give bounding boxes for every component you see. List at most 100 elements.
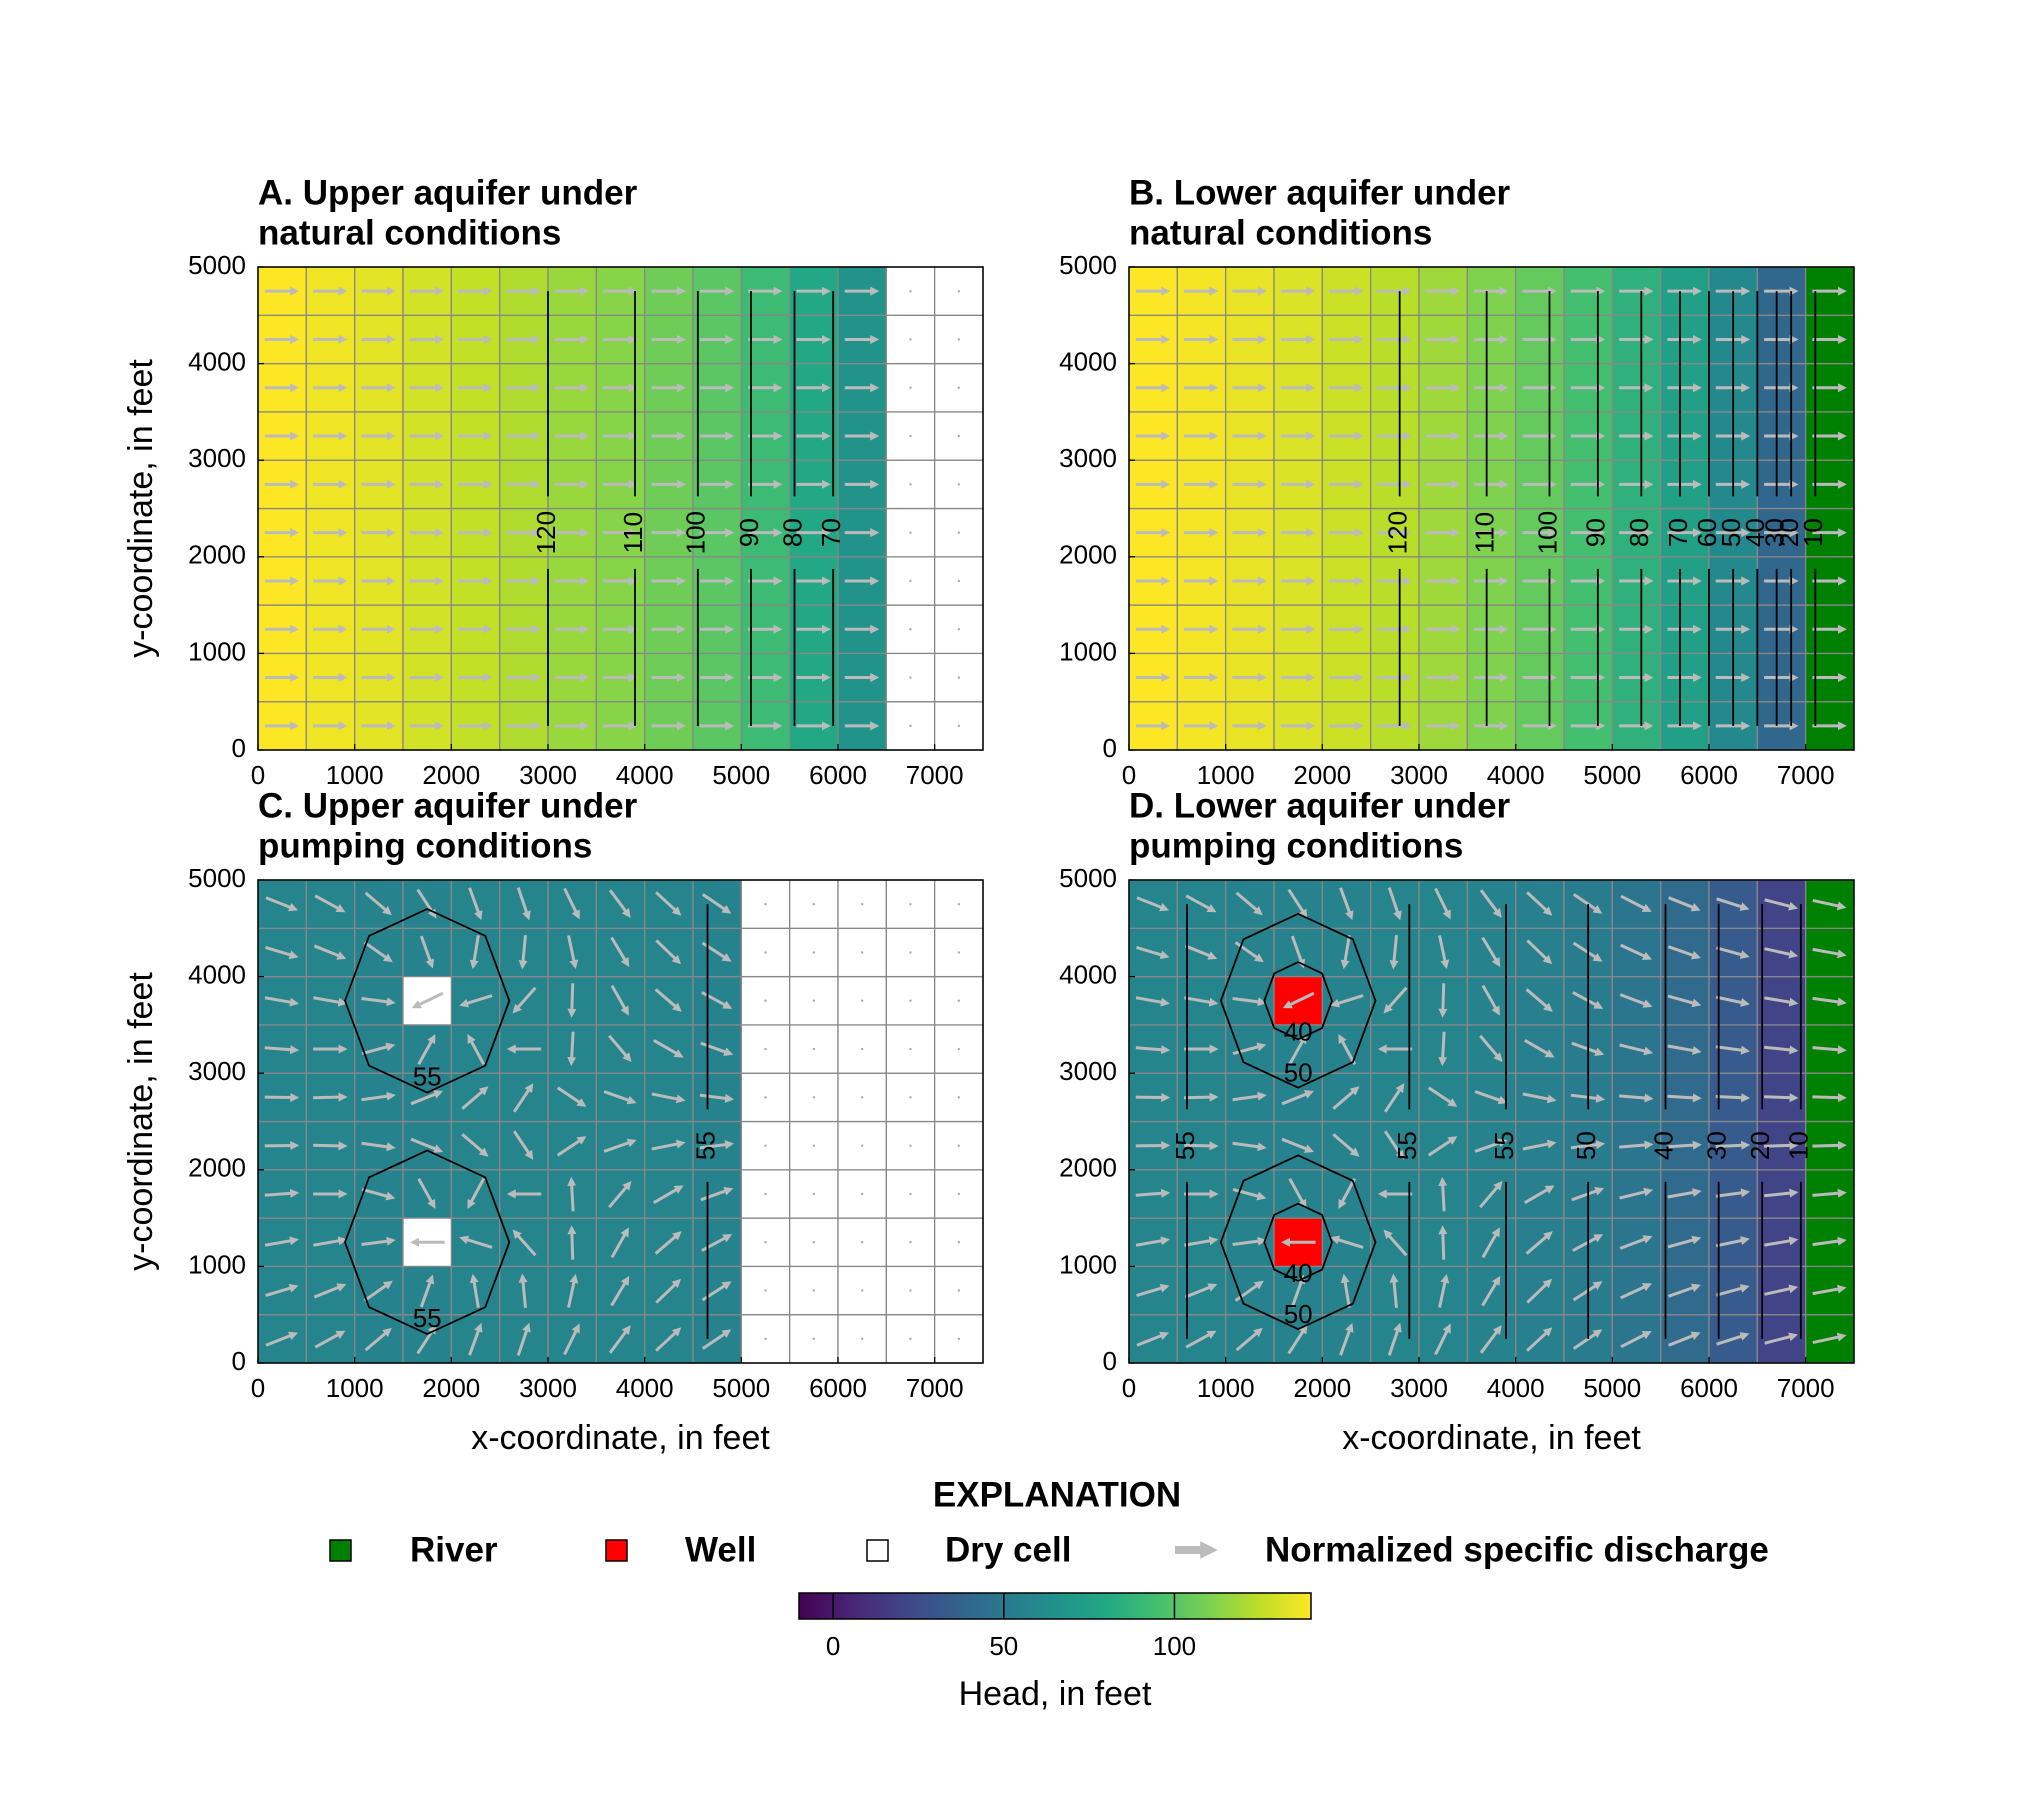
x-tick-label: 5000 [712, 1373, 770, 1403]
discharge-arrow [512, 1083, 534, 1113]
discharge-arrow [468, 887, 483, 921]
discharge-arrow [1234, 941, 1264, 963]
dry-dot [909, 1289, 912, 1292]
discharge-arrow [1620, 943, 1652, 960]
discharge-arrow [1281, 1090, 1315, 1106]
discharge-arrow [1667, 1188, 1702, 1199]
x-tick-label: 5000 [712, 760, 770, 790]
contour-label: 50 [1284, 1058, 1313, 1088]
discharge-arrow [653, 1185, 684, 1204]
discharge-arrow [410, 1137, 444, 1153]
cell [595, 1072, 646, 1123]
discharge-arrow [1184, 996, 1219, 1007]
y-tick-label: 2000 [188, 1153, 246, 1183]
discharge-arrow [410, 1090, 444, 1106]
discharge-arrow [1438, 1176, 1448, 1212]
discharge-arrow [1812, 1188, 1847, 1198]
explanation-title: EXPLANATION [933, 1475, 1181, 1514]
dry-dot [812, 1192, 816, 1196]
discharge-arrow [1232, 1187, 1267, 1201]
discharge-arrow [1135, 1236, 1170, 1247]
x-tick-label: 7000 [906, 760, 964, 790]
discharge-arrow [264, 1045, 300, 1055]
discharge-arrow [1185, 894, 1217, 913]
discharge-arrow [563, 887, 580, 920]
cell [1176, 879, 1227, 929]
discharge-arrow [1136, 896, 1170, 912]
y-tick-label: 0 [1103, 1346, 1117, 1376]
dry-dot [957, 386, 961, 389]
discharge-arrow [1572, 1281, 1603, 1302]
x-tick-label: 4000 [616, 760, 674, 790]
cell [934, 1314, 984, 1364]
y-tick-label: 4000 [188, 959, 246, 989]
y-tick-label: 3000 [188, 443, 246, 473]
discharge-arrow [313, 1283, 347, 1299]
contour-label: 55 [413, 1303, 442, 1333]
discharge-arrow [567, 1176, 577, 1212]
contour-loop [344, 1149, 511, 1336]
dry-dot [909, 1192, 912, 1196]
y-axis-label: y-coordinate, in feet [122, 359, 160, 658]
dry-dot [860, 1144, 864, 1147]
discharge-arrow [608, 1034, 632, 1063]
discharge-arrow [1135, 1045, 1171, 1055]
discharge-arrow [1764, 1188, 1799, 1198]
y-tick-label: 0 [232, 733, 246, 763]
discharge-arrow [1525, 1231, 1553, 1255]
discharge-arrow [1764, 1332, 1799, 1345]
discharge-arrow [461, 1086, 489, 1110]
discharge-arrow [1383, 1229, 1408, 1257]
discharge-arrow [1715, 1236, 1750, 1248]
discharge-arrow [1619, 1187, 1654, 1200]
discharge-arrow [1572, 991, 1604, 1009]
cell [740, 1265, 791, 1316]
discharge-arrow [1619, 993, 1653, 1008]
dry-dot [764, 999, 767, 1002]
colorbar-label: Head, in feet [959, 1675, 1152, 1713]
dry-dot [957, 1337, 961, 1341]
legend-swatch [866, 1539, 889, 1562]
discharge-arrow [1474, 1090, 1508, 1105]
dry-dot [860, 1047, 864, 1051]
discharge-arrow [1764, 1093, 1799, 1103]
contour-label: 55 [1170, 1131, 1200, 1160]
discharge-arrow [1339, 887, 1354, 921]
dry-dot [957, 483, 961, 486]
dry-dot [957, 338, 961, 341]
discharge-arrow [655, 1327, 682, 1352]
discharge-arrow [1667, 1235, 1702, 1249]
contour-label: 110 [618, 512, 648, 553]
discharge-arrow [411, 991, 444, 1009]
discharge-arrow [1526, 939, 1553, 965]
y-tick-label: 5000 [188, 250, 246, 280]
dry-dot [860, 1096, 864, 1099]
discharge-arrow [467, 1034, 486, 1066]
discharge-arrow [653, 1039, 684, 1058]
discharge-arrow [364, 891, 392, 916]
discharge-arrow [1438, 1031, 1448, 1067]
dry-dot [957, 999, 961, 1002]
discharge-arrow [1715, 1093, 1751, 1103]
x-tick-label: 0 [1122, 760, 1136, 790]
dry-dot [812, 999, 816, 1002]
discharge-arrow [461, 1133, 489, 1157]
y-axis-label: y-coordinate, in feet [122, 972, 160, 1271]
discharge-arrow [516, 887, 531, 921]
discharge-arrow [361, 996, 396, 1007]
discharge-arrow [361, 1236, 396, 1247]
discharge-arrow [364, 1327, 392, 1352]
discharge-arrow [1136, 1331, 1170, 1347]
discharge-arrow [417, 1178, 436, 1209]
discharge-arrow [1764, 1140, 1799, 1150]
dry-dot [957, 1192, 961, 1196]
discharge-arrow [1764, 1236, 1799, 1247]
legend-swatch [605, 1539, 628, 1562]
x-tick-label: 7000 [906, 1373, 964, 1403]
discharge-arrow [1184, 1141, 1219, 1151]
x-tick-label: 0 [251, 1373, 265, 1403]
discharge-arrow [512, 1130, 534, 1160]
discharge-arrow [1620, 1331, 1652, 1349]
discharge-arrow [1764, 947, 1799, 959]
discharge-arrow [1764, 898, 1799, 911]
